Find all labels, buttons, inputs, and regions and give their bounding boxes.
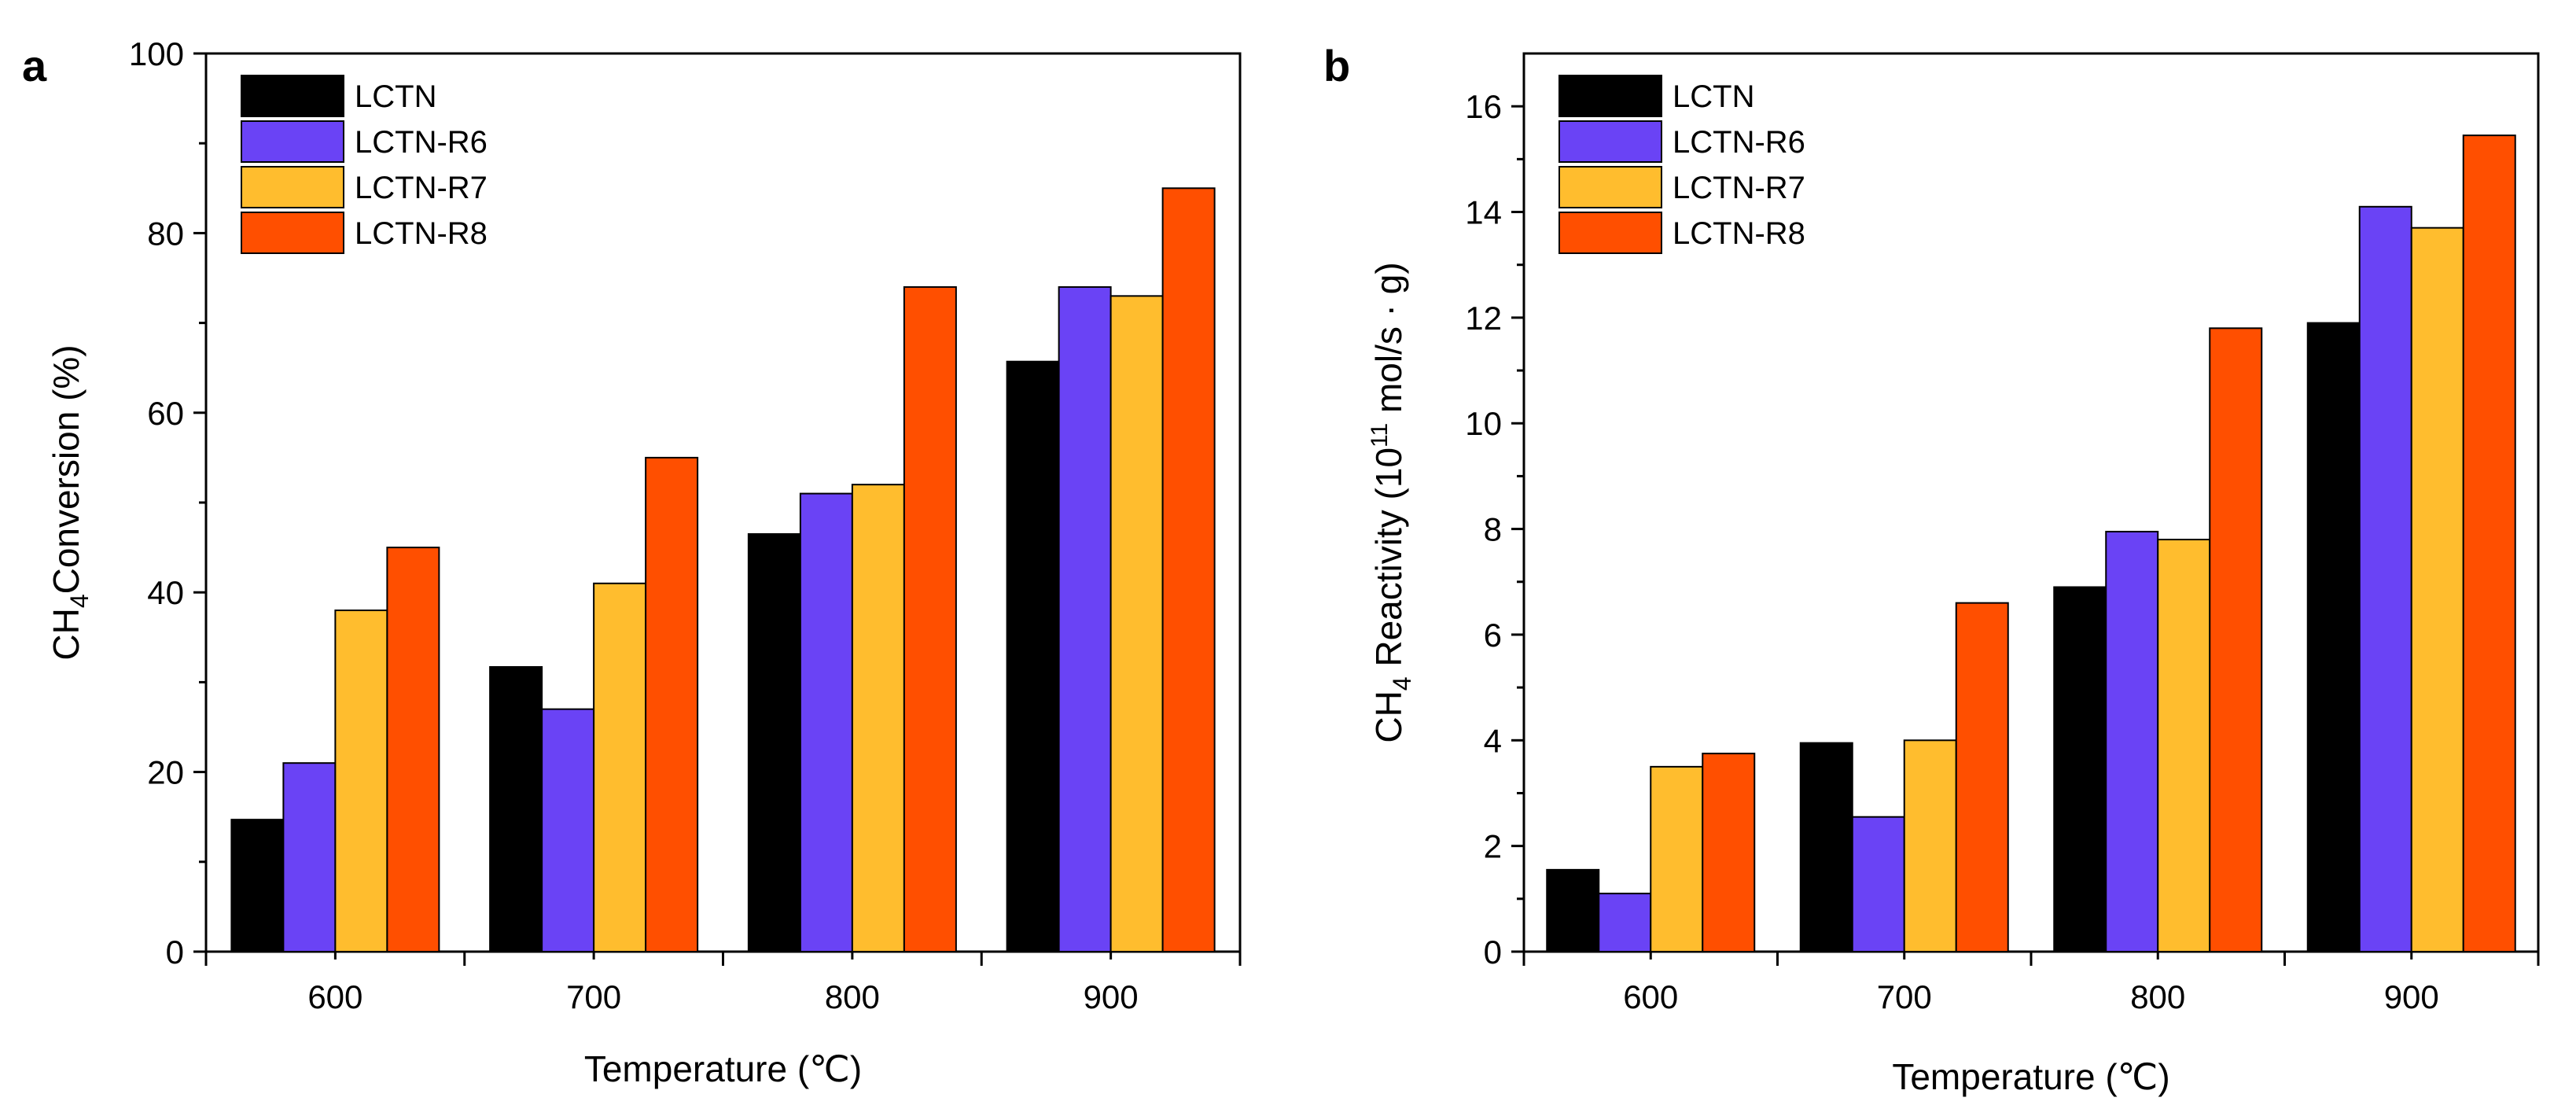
x-ticks-b: 600 700 800 900 bbox=[1522, 952, 2540, 1015]
legend-swatch-lctn-r8 bbox=[1558, 212, 1662, 254]
bar-b-lctn-r8-800 bbox=[2209, 327, 2263, 953]
bar-b-lctn-700 bbox=[1799, 742, 1853, 952]
legend-swatch-lctn-r7 bbox=[1558, 166, 1662, 208]
bar-a-lctn-r8-900 bbox=[1161, 187, 1216, 953]
legend-swatch-lctn bbox=[1558, 75, 1662, 117]
bar-b-lctn-900 bbox=[2306, 322, 2361, 953]
bar-a-lctn-600 bbox=[230, 819, 285, 952]
legend-label-lctn-r6: LCTN-R6 bbox=[355, 125, 488, 160]
bar-group-a bbox=[230, 187, 1216, 953]
bar-a-lctn-r6-800 bbox=[799, 492, 853, 952]
y-tick-label: 10 bbox=[1465, 405, 1502, 442]
bar-b-lctn-r7-900 bbox=[2410, 227, 2464, 952]
y-ticks-b: 0 2 4 6 8 10 12 14 16 bbox=[1465, 88, 1524, 971]
bar-b-lctn-r8-700 bbox=[1955, 602, 2009, 953]
legend-swatch-lctn bbox=[241, 75, 344, 117]
bar-b-lctn-r8-600 bbox=[1702, 753, 1756, 953]
x-tick-label: 700 bbox=[1877, 978, 1932, 1015]
bar-b-lctn-r6-800 bbox=[2105, 530, 2159, 952]
y-tick-label: 80 bbox=[147, 215, 184, 252]
x-tick-label: 800 bbox=[825, 978, 880, 1015]
legend-b: LCTN LCTN-R6 LCTN-R7 LCTN-R8 bbox=[1558, 75, 1805, 254]
y-axis-title-b-suffix: mol/s · g) bbox=[1368, 262, 1409, 422]
bar-group-b bbox=[1546, 134, 2516, 953]
y-tick-label: 14 bbox=[1465, 194, 1502, 231]
x-axis-title-b: Temperature (℃) bbox=[1892, 1056, 2169, 1097]
bar-b-lctn-r7-600 bbox=[1650, 765, 1704, 952]
y-tick-label: 2 bbox=[1484, 828, 1502, 865]
y-axis-title-a-prefix: CH bbox=[46, 608, 86, 660]
legend-swatch-lctn-r6 bbox=[241, 120, 344, 163]
y-tick-label: 6 bbox=[1484, 617, 1502, 654]
y-axis-title-a-suffix: Conversion (%) bbox=[46, 344, 86, 594]
y-axis-title-b: CH4 Reactivity (1011 mol/s · g) bbox=[1367, 262, 1416, 742]
y-tick-label: 20 bbox=[147, 754, 184, 791]
bar-a-lctn-700 bbox=[489, 665, 543, 953]
y-axis-title-b-sub: 4 bbox=[1388, 676, 1416, 691]
y-tick-label: 0 bbox=[1484, 934, 1502, 971]
legend-label-lctn: LCTN bbox=[355, 79, 436, 114]
y-tick-label: 16 bbox=[1465, 88, 1502, 125]
bar-b-lctn-600 bbox=[1546, 868, 1600, 952]
x-tick-label: 900 bbox=[1084, 978, 1139, 1015]
panel-label-a: a bbox=[22, 41, 47, 90]
y-tick-label: 40 bbox=[147, 574, 184, 611]
x-tick-label: 900 bbox=[2384, 978, 2439, 1015]
bar-a-lctn-r7-900 bbox=[1110, 295, 1164, 952]
y-tick-label: 12 bbox=[1465, 300, 1502, 337]
y-ticks-a: 0 20 40 60 80 100 bbox=[129, 35, 206, 971]
x-tick-label: 700 bbox=[566, 978, 621, 1015]
y-axis-title-b-sup: 11 bbox=[1367, 423, 1393, 448]
bar-a-lctn-r6-900 bbox=[1058, 285, 1112, 953]
bar-a-lctn-r8-800 bbox=[903, 285, 957, 953]
panel-label-b: b bbox=[1323, 41, 1350, 90]
bar-a-lctn-r6-700 bbox=[541, 708, 595, 952]
y-tick-label: 8 bbox=[1484, 511, 1502, 548]
bar-a-lctn-r7-700 bbox=[593, 582, 647, 953]
bar-b-lctn-r6-600 bbox=[1598, 893, 1652, 952]
bar-b-lctn-r8-900 bbox=[2462, 134, 2516, 952]
bar-b-lctn-800 bbox=[2053, 586, 2107, 952]
y-axis-title-b-prefix: CH bbox=[1368, 691, 1409, 742]
x-axis-title-a: Temperature (℃) bbox=[584, 1048, 862, 1089]
bar-a-lctn-900 bbox=[1006, 360, 1060, 952]
x-tick-label: 600 bbox=[1623, 978, 1678, 1015]
x-tick-label: 800 bbox=[2130, 978, 2185, 1015]
y-tick-label: 100 bbox=[129, 35, 184, 72]
y-tick-label: 60 bbox=[147, 395, 184, 432]
bar-a-lctn-r7-600 bbox=[334, 610, 388, 952]
legend-label-lctn-r7: LCTN-R7 bbox=[1673, 171, 1805, 205]
bar-a-lctn-r6-600 bbox=[282, 762, 337, 952]
legend-swatch-lctn-r7 bbox=[241, 166, 344, 208]
legend-label-lctn-r8: LCTN-R8 bbox=[355, 216, 488, 251]
bar-b-lctn-r7-800 bbox=[2157, 539, 2211, 952]
x-tick-label: 600 bbox=[307, 978, 362, 1015]
bar-b-lctn-r6-700 bbox=[1851, 816, 1905, 952]
bar-b-lctn-r6-900 bbox=[2358, 205, 2412, 952]
bar-a-lctn-r8-600 bbox=[386, 547, 440, 952]
y-axis-title-a: CH4Conversion (%) bbox=[46, 344, 94, 660]
bar-a-lctn-r8-700 bbox=[645, 456, 699, 952]
legend-label-lctn-r6: LCTN-R6 bbox=[1673, 125, 1805, 160]
y-tick-label: 0 bbox=[166, 934, 184, 971]
x-ticks-a: 600 700 800 900 bbox=[204, 952, 1242, 1015]
bar-a-lctn-r7-800 bbox=[851, 484, 905, 952]
legend-swatch-lctn-r8 bbox=[241, 212, 344, 254]
bar-a-lctn-800 bbox=[747, 532, 801, 952]
bar-b-lctn-r7-700 bbox=[1903, 739, 1957, 952]
legend-label-lctn: LCTN bbox=[1673, 79, 1754, 114]
panel-b: b 0 2 4 6 8 10 12 14 16 600 700 800 900 LCTN LCTN-R6… bbox=[1323, 41, 2540, 1097]
y-axis-title-b-mid: Reactivity (10 bbox=[1368, 448, 1409, 676]
legend-label-lctn-r8: LCTN-R8 bbox=[1673, 216, 1805, 251]
legend-swatch-lctn-r6 bbox=[1558, 120, 1662, 163]
y-axis-title-a-sub: 4 bbox=[65, 594, 94, 608]
y-tick-label: 4 bbox=[1484, 722, 1502, 759]
legend-label-lctn-r7: LCTN-R7 bbox=[355, 171, 488, 205]
legend-a: LCTN LCTN-R6 LCTN-R7 LCTN-R8 bbox=[241, 75, 488, 254]
